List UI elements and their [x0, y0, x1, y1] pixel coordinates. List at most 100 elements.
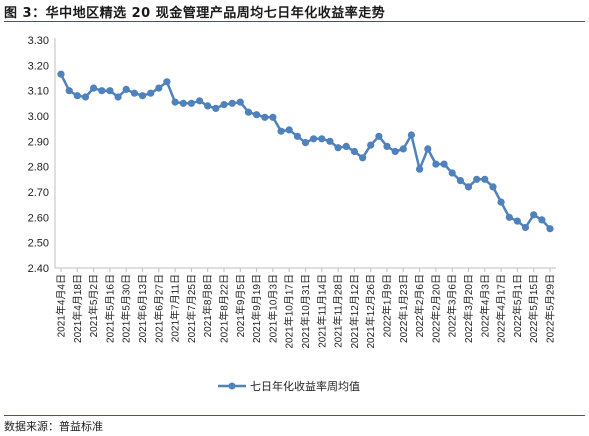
x-tick-label: 2022年1月23日 [397, 274, 410, 343]
x-tick-label: 2021年4月18日 [71, 274, 84, 343]
data-point [81, 93, 90, 101]
title-rule [4, 21, 585, 22]
x-tick-label: 2022年2月20日 [429, 274, 442, 343]
x-tick-label: 2021年6月27日 [152, 274, 165, 343]
data-point [163, 78, 171, 86]
source-note: 数据来源：普益标准 [4, 420, 103, 433]
x-tick-label: 2021年10月31日 [299, 274, 312, 349]
data-point [350, 147, 358, 156]
x-tick-label: 2021年8月22日 [218, 274, 231, 343]
legend: 七日年化收益率周均值 [218, 379, 360, 393]
x-tick-label: 2021年7月25日 [185, 274, 198, 343]
data-point [416, 165, 424, 173]
data-point [171, 98, 179, 106]
y-tick-label: 2.70 [28, 187, 49, 199]
x-tick-label: 2021年5月2日 [87, 274, 100, 337]
x-tick-label: 2022年4月17日 [495, 274, 508, 343]
data-point [269, 113, 277, 121]
x-tick-label: 2022年2月6日 [413, 274, 426, 337]
x-tick-label: 2022年5月29日 [544, 274, 557, 343]
data-point [440, 160, 448, 168]
source-rule [4, 415, 585, 416]
data-point [505, 213, 513, 221]
x-tick-label: 2021年4月4日 [55, 274, 68, 337]
data-point [293, 132, 301, 140]
data-point [187, 99, 195, 107]
data-point [513, 217, 522, 225]
data-point [481, 175, 489, 183]
x-tick-label: 2021年12月12日 [348, 274, 361, 349]
y-tick-label: 3.30 [28, 35, 49, 47]
data-point [432, 160, 440, 168]
x-tick-label: 2022年4月3日 [478, 274, 491, 337]
data-point [57, 70, 65, 78]
x-tick-label: 2022年3月20日 [462, 274, 475, 343]
data-point [65, 87, 73, 95]
data-point [122, 85, 130, 93]
x-tick-label: 2021年6月13日 [136, 274, 149, 343]
x-tick-label: 2021年7月11日 [169, 274, 182, 342]
x-tick-label: 2022年3月6日 [446, 274, 459, 337]
data-point [521, 223, 530, 232]
x-tick-label: 2021年8月8日 [201, 274, 214, 337]
data-point [228, 99, 236, 107]
data-point [473, 175, 481, 183]
data-point [456, 177, 464, 185]
y-tick-label: 3.10 [28, 86, 49, 98]
data-point [383, 142, 391, 150]
data-point [424, 145, 432, 153]
data-point [155, 84, 163, 92]
y-tick-label: 3.00 [28, 111, 49, 123]
y-axis: 2.40 2.50 2.60 2.70 2.80 2.90 3.00 3.10 3.20 3.30 [28, 35, 56, 275]
data-point [530, 211, 538, 219]
data-point [391, 147, 399, 156]
x-tick-label: 2021年11月28日 [332, 274, 345, 348]
x-tick-label: 2022年5月15日 [527, 274, 540, 343]
legend-label: 七日年化收益率周均值 [250, 379, 360, 393]
data-point [73, 92, 81, 100]
data-point [253, 111, 261, 119]
data-point [399, 145, 407, 153]
data-point [375, 132, 383, 140]
data-point [546, 225, 554, 233]
data-point [196, 97, 204, 105]
y-tick-label: 2.90 [28, 136, 49, 148]
x-tick-label: 2021年12月26日 [364, 274, 377, 349]
figure-title: 图 3：华中地区精选 20 现金管理产品周均七日年化收益率走势 [4, 6, 386, 21]
data-point [334, 144, 342, 152]
series-line [59, 73, 551, 230]
data-point [497, 198, 505, 206]
data-point [448, 169, 456, 177]
data-point [106, 87, 114, 95]
data-point [538, 216, 546, 224]
x-tick-label: 2022年5月1日 [511, 274, 524, 337]
x-tick-label: 2022年1月9日 [381, 274, 394, 337]
y-tick-label: 2.60 [28, 212, 49, 224]
data-point [318, 135, 326, 143]
data-point [204, 102, 212, 110]
data-point [489, 183, 497, 191]
y-tick-label: 2.40 [28, 263, 49, 275]
data-point [277, 127, 285, 135]
data-point [342, 142, 350, 150]
data-point [98, 87, 106, 95]
data-point [310, 135, 318, 143]
x-tick-label: 2021年10月3日 [266, 274, 279, 343]
x-axis: 2021年4月4日 2021年4月18日 2021年5月2日 2021年5月16日 20… [55, 267, 557, 349]
data-point [236, 98, 244, 106]
data-point [367, 141, 375, 149]
data-point [359, 154, 367, 162]
x-tick-label: 2021年5月16日 [103, 274, 116, 343]
y-tick-label: 3.20 [28, 60, 49, 72]
data-point [464, 183, 473, 191]
data-point [130, 89, 138, 97]
data-point [138, 92, 147, 100]
y-tick-label: 2.50 [28, 238, 49, 250]
data-point [90, 84, 98, 92]
data-point [244, 108, 253, 116]
x-tick-label: 2021年5月30日 [120, 274, 133, 343]
data-point [147, 89, 155, 97]
data-point [212, 104, 220, 112]
x-tick-label: 2021年9月5日 [234, 274, 247, 337]
